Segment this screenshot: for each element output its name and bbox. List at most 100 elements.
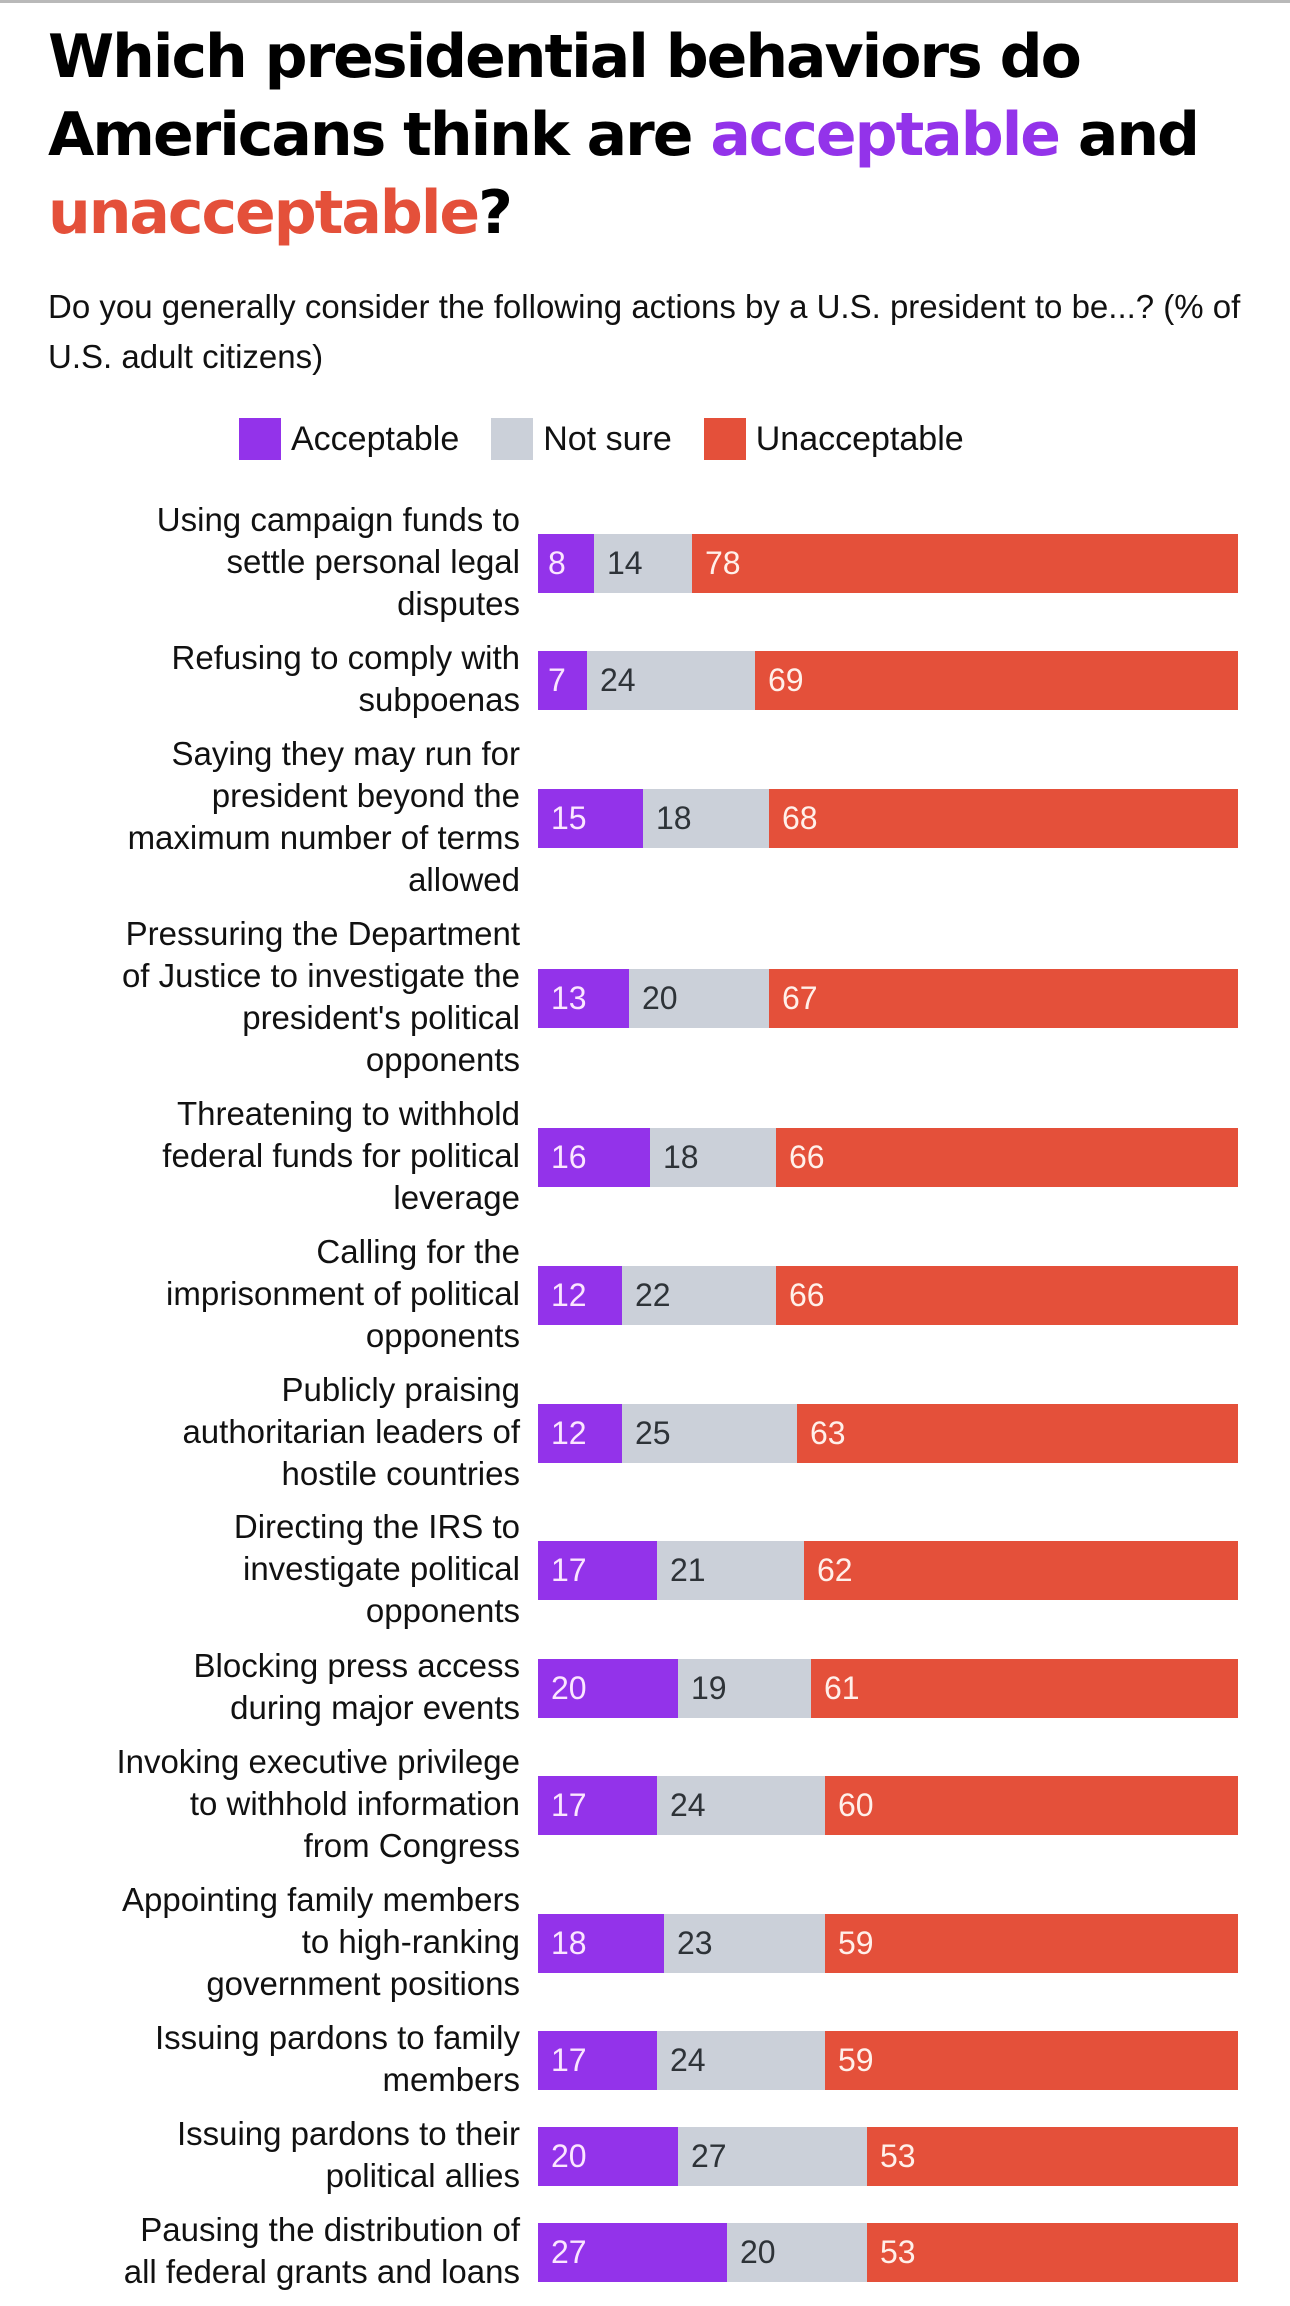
data-label-not-sure: 21 <box>670 1552 706 1588</box>
bar-segment-not-sure: 21 <box>657 1541 804 1600</box>
bar-segment-acceptable: 12 <box>538 1404 622 1463</box>
bar-row: 17 24 59 <box>538 2031 1238 2090</box>
data-label-not-sure: 27 <box>691 2138 727 2174</box>
data-label-not-sure: 25 <box>635 1415 671 1451</box>
data-label-unacceptable: 60 <box>838 1787 874 1823</box>
bar-segment-acceptable: 18 <box>538 1914 664 1973</box>
category-label-line: investigate political <box>243 1549 520 1587</box>
category-label: Directing the IRS to investigate politica… <box>20 1506 520 1632</box>
data-label-not-sure: 20 <box>642 980 678 1016</box>
data-label-not-sure: 22 <box>635 1277 671 1313</box>
data-label-unacceptable: 68 <box>782 800 818 836</box>
data-label-not-sure: 14 <box>607 545 643 581</box>
category-label: Invoking executive privilege to withhold … <box>20 1741 520 1867</box>
bar-segment-not-sure: 24 <box>587 651 755 710</box>
category-label-line: Publicly praising <box>281 1370 520 1408</box>
category-label: Issuing pardons to their political allies <box>20 2113 520 2197</box>
category-label-line: Saying they may run for <box>171 734 521 772</box>
bar-segment-unacceptable: 53 <box>867 2127 1238 2186</box>
category-label: Blocking press access during major events <box>20 1645 520 1729</box>
data-label-acceptable: 8 <box>548 545 566 581</box>
category-label-line: leverage <box>393 1178 520 1216</box>
bar-segment-acceptable: 20 <box>538 2127 678 2186</box>
chart-subtitle: Do you generally consider the following … <box>48 288 1241 375</box>
legend-swatch-unacceptable <box>703 418 746 460</box>
bar-segment-unacceptable: 61 <box>811 1659 1238 1718</box>
legend-label-acceptable: Acceptable <box>291 419 460 458</box>
category-label-line: members <box>382 2060 520 2098</box>
data-label-acceptable: 17 <box>551 2042 587 2078</box>
category-label-line: of Justice to investigate the <box>121 956 520 994</box>
data-label-unacceptable: 69 <box>768 662 804 698</box>
bar-row: 20 19 61 <box>538 1659 1238 1718</box>
category-label-line: federal funds for political <box>162 1136 520 1174</box>
bar-segment-unacceptable: 68 <box>769 789 1238 848</box>
data-label-unacceptable: 59 <box>838 1925 874 1961</box>
data-label-acceptable: 20 <box>551 1670 587 1706</box>
bar-row: 13 20 67 <box>538 969 1238 1028</box>
top-divider <box>0 0 1290 3</box>
category-label-line: opponents <box>365 1040 520 1078</box>
bar-segment-unacceptable: 59 <box>825 1914 1238 1973</box>
bar-row: 20 27 53 <box>538 2127 1238 2186</box>
bar-segment-unacceptable: 67 <box>769 969 1238 1028</box>
category-label-line: Invoking executive privilege <box>116 1742 520 1780</box>
category-label-line: to high-ranking <box>301 1922 520 1960</box>
bar-segment-unacceptable: 60 <box>825 1776 1238 1835</box>
category-label-line: settle personal legal <box>226 542 520 580</box>
data-label-acceptable: 16 <box>551 1139 587 1175</box>
data-label-not-sure: 20 <box>740 2234 776 2270</box>
legend-item-acceptable: Acceptable <box>239 418 459 460</box>
category-label-line: Refusing to comply with <box>171 638 520 676</box>
data-label-acceptable: 13 <box>551 980 587 1016</box>
data-label-unacceptable: 53 <box>880 2234 916 2270</box>
data-label-not-sure: 24 <box>670 2042 706 2078</box>
category-label: Appointing family members to high-ranking… <box>20 1879 520 2005</box>
data-label-acceptable: 27 <box>551 2234 587 2270</box>
category-label-line: opponents <box>365 1591 520 1629</box>
data-label-acceptable: 17 <box>551 1787 587 1823</box>
legend: Acceptable Not sure Unacceptable <box>239 417 996 461</box>
data-label-acceptable: 15 <box>551 800 587 836</box>
bar-segment-not-sure: 27 <box>678 2127 867 2186</box>
title-unacceptable: unacceptable <box>48 178 480 248</box>
data-label-acceptable: 7 <box>548 662 566 698</box>
bar-segment-not-sure: 20 <box>629 969 769 1028</box>
bar-row: 18 23 59 <box>538 1914 1238 1973</box>
category-label-line: subpoenas <box>358 680 520 718</box>
data-label-unacceptable: 63 <box>810 1415 846 1451</box>
category-label: Threatening to withhold federal funds for… <box>20 1093 520 1219</box>
legend-label-unacceptable: Unacceptable <box>755 419 964 458</box>
data-label-not-sure: 18 <box>663 1139 699 1175</box>
bar-row: 17 21 62 <box>538 1541 1238 1600</box>
bar-segment-acceptable: 27 <box>538 2223 727 2282</box>
bar-row: 16 18 66 <box>538 1128 1238 1187</box>
category-label-line: government positions <box>206 1964 520 2002</box>
category-label-line: president beyond the <box>211 776 520 814</box>
bar-segment-unacceptable: 66 <box>776 1266 1238 1325</box>
category-label-line: Pausing the distribution of <box>140 2210 520 2248</box>
bar-segment-acceptable: 17 <box>538 1541 657 1600</box>
category-label: Publicly praising authoritarian leaders o… <box>20 1369 520 1495</box>
title-part2: and <box>1058 100 1200 170</box>
bar-segment-not-sure: 24 <box>657 2031 825 2090</box>
category-label: Using campaign funds to settle personal l… <box>20 499 520 625</box>
category-label-line: all federal grants and loans <box>123 2252 520 2290</box>
category-label-line: opponents <box>365 1316 520 1354</box>
category-label-line: Issuing pardons to family <box>154 2018 520 2056</box>
category-label: Pausing the distribution of all federal g… <box>20 2209 520 2293</box>
bar-segment-not-sure: 18 <box>650 1128 776 1187</box>
data-label-acceptable: 17 <box>551 1552 587 1588</box>
data-label-unacceptable: 67 <box>782 980 818 1016</box>
category-label-line: imprisonment of political <box>166 1274 520 1312</box>
bar-segment-not-sure: 19 <box>678 1659 811 1718</box>
bar-segment-acceptable: 12 <box>538 1266 622 1325</box>
legend-label-not-sure: Not sure <box>543 419 672 458</box>
category-label-line: Threatening to withhold <box>176 1094 520 1132</box>
category-label-line: allowed <box>408 860 520 898</box>
category-label: Issuing pardons to family members <box>20 2017 520 2101</box>
data-label-unacceptable: 62 <box>817 1552 853 1588</box>
data-label-acceptable: 12 <box>551 1415 587 1451</box>
data-label-unacceptable: 59 <box>838 2042 874 2078</box>
